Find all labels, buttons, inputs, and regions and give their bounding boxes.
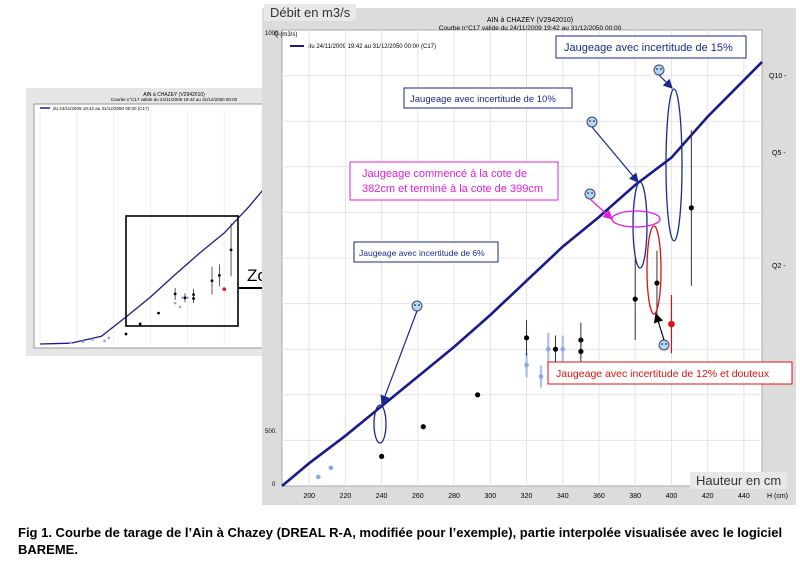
x-tick-label: 320 [521,493,533,500]
x-tick-labels: 200 220 240 260 280 300 320 340 360 380 400 420 440 [303,493,750,500]
main-title: AIN à CHAZEY (V2942010) [487,17,573,24]
overview-light-point [90,338,94,341]
overview-gauging-point [229,248,233,252]
arrow-15pct [658,74,673,89]
overview-light-point [81,340,85,343]
gaugings [379,129,694,459]
rating-curve [281,60,763,487]
overview-gauging-point [192,297,195,300]
gauging-point [688,205,694,211]
annot-15pct: Jaugeage avec incertitude de 15% [564,42,733,54]
overview-light-point [178,305,182,309]
ellipse-6pct [373,404,387,444]
smiley-icon [653,64,665,76]
overview-light-point [107,336,111,340]
y-axis-unit: Q (m3/s) [274,32,297,38]
q2-tick: Q2 - [772,263,786,270]
x-tick-label: 380 [629,493,641,500]
x-tick-label: 300 [484,493,496,500]
x-axis-unit: H (cm) [767,493,788,500]
annot-6pct-box [353,241,499,263]
smiley-icon [411,300,423,312]
arrow-6pct [380,310,418,406]
overview-title: AIN à CHAZEY (V2942010) [143,92,205,98]
light-gauging-point [545,346,551,352]
annot-12pct-box [547,361,793,385]
gauging-point [523,335,530,341]
arrow-10pct [591,126,639,183]
overview-light-point [186,296,189,300]
overview-light-point [103,339,106,343]
figure-caption: Fig 1. Courbe de tarage de l’Ain à Chaze… [18,525,783,557]
light-gauging-point [538,374,544,379]
gauging-point [654,280,660,286]
q10-tick: Q10 - [769,73,787,80]
light-gauging-point [315,474,321,480]
x-tick-label: 440 [738,493,750,500]
gauging-point [379,453,385,459]
light-gauging-point [524,362,529,368]
main-subtitle: Courbe n°C17 valide du 24/11/2009 19:42 … [439,24,622,32]
x-axis-tag: Hauteur en cm [690,472,788,489]
overview-gauging-point [157,311,160,315]
main-chart-panel: AIN à CHAZEY (V2942010) Courbe n°C17 val… [262,4,796,505]
x-tick-label: 360 [593,493,605,500]
annot-12pct: Jaugeage avec incertitude de 12% et dout… [556,368,770,380]
arrow-12pct [653,312,665,341]
x-tick-label: 220 [340,493,352,500]
annot-6pct: Jaugeage avec incertitude de 6% [359,248,485,258]
annot-10pct: Jaugeage avec incertitude de 10% [410,94,556,105]
overview-gauging-point [173,292,177,296]
gauging-point [475,392,481,398]
y-tick-0: 0 [272,482,276,488]
y-tick-500: 500. [265,429,277,435]
overview-rating-curve [39,138,296,345]
x-tick-label: 280 [448,493,460,500]
ellipse-10pct [632,181,648,269]
doubtful-gauging-point [668,320,675,328]
overview-light-point [173,301,177,305]
gauging-point [632,296,638,302]
main-chart: AIN à CHAZEY (V2942010) Courbe n°C17 val… [265,17,793,500]
annot-10pct-box [403,87,573,109]
overview-light-point [181,296,184,300]
x-tick-label: 260 [412,493,424,500]
overview-gauging-point [217,273,221,277]
light-gauging-point [328,465,334,471]
overview-chart: AIN à CHAZEY (V2942010) Courbe n°C17 val… [33,92,305,349]
ellipse-15pct [665,88,683,242]
smiley-icon [658,339,670,351]
overview-subtitle: Courbe n°C17 valide du 24/11/2009 19:42 … [111,97,238,102]
overview-light-point [69,341,73,345]
overview-gauging-point [124,332,128,336]
legend-label: du 24/11/2009 19:42 au 31/12/2050 00:00 … [308,44,436,50]
x-tick-label: 200 [303,493,315,500]
light-gaugings [315,332,566,480]
light-gauging-point [560,346,566,352]
overview-legend-label: du 24/11/2009 19:42 au 31/12/2050 00:00 … [53,106,149,111]
gauging-point [578,348,584,355]
zoom-rectangle [125,215,239,327]
overview-doubtful-point [222,287,227,292]
y-tick-1000: 1000. [265,31,280,37]
x-tick-label: 400 [666,493,678,500]
annot-cote-box [349,161,559,201]
x-tick-label: 420 [702,493,714,500]
x-tick-label: 340 [557,493,569,500]
gauging-point [552,346,559,352]
overview-plot-area [33,103,305,349]
arrow-cote [589,198,613,220]
smiley-icon [586,116,598,128]
y-axis-tag: Débit en m3/s [264,4,357,21]
x-tick-label: 240 [376,493,388,500]
gauging-point [420,424,426,430]
smiley-icon [584,188,596,200]
overview-gauging-point [210,279,214,283]
annot-15pct-box [555,35,747,59]
q5-tick: Q5 - [772,150,786,157]
overview-gauging-point [183,296,187,300]
annot-cote: Jaugeage commencé à la cote de 382cm et t… [362,168,543,195]
overview-gauging-point [138,322,142,326]
overview-gaugings [69,223,233,345]
